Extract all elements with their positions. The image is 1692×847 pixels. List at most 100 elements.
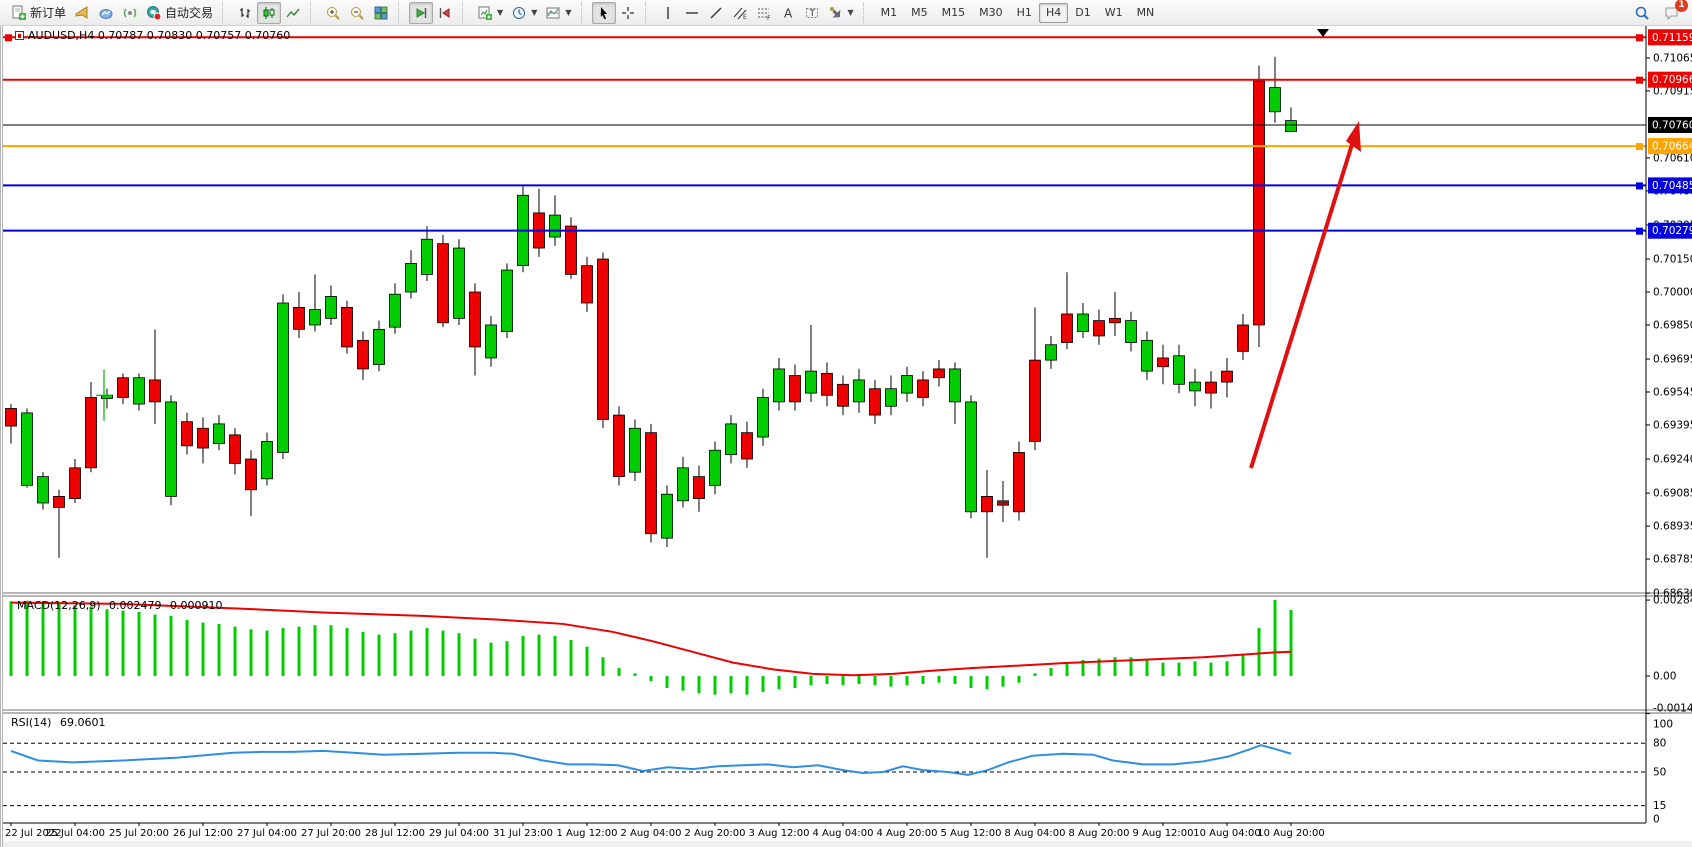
timeframe-h4-button[interactable]: H4 xyxy=(1038,2,1069,23)
macd-signal-line xyxy=(10,601,1292,677)
template-chart-button[interactable]: ▼ xyxy=(541,2,575,24)
macd-bar xyxy=(1241,654,1245,676)
timeframe-h1-button[interactable]: H1 xyxy=(1016,5,1032,19)
candle-body xyxy=(693,476,705,499)
candle-body xyxy=(837,383,849,407)
macd-bar xyxy=(745,676,749,695)
macd-bar xyxy=(809,676,813,686)
hline-handle-resistance-upper[interactable] xyxy=(1636,34,1643,42)
channel-button[interactable]: E xyxy=(728,2,752,24)
timeframe-m1-button[interactable]: M1 xyxy=(880,5,898,19)
candle-body xyxy=(21,412,33,486)
candle-body xyxy=(341,306,353,348)
horn-button[interactable] xyxy=(70,2,94,24)
vline-button[interactable] xyxy=(656,2,680,24)
time-tick-label: 25 Jul 20:00 xyxy=(109,828,169,839)
autotrading-icon xyxy=(146,5,162,21)
fibonacci-button[interactable]: F xyxy=(752,2,776,24)
candlestick-button[interactable] xyxy=(257,1,282,24)
text-label-button[interactable]: T xyxy=(800,2,824,24)
time-tick-label: 27 Jul 04:00 xyxy=(237,828,297,839)
search-button[interactable] xyxy=(1630,2,1654,24)
candle-body xyxy=(469,291,481,348)
macd-bar xyxy=(41,601,45,676)
shapes-button[interactable]: ▼ xyxy=(824,2,858,24)
rsi-axis-label: 100 xyxy=(1653,719,1673,731)
candle-body xyxy=(453,247,465,319)
time-tick-label: 28 Jul 12:00 xyxy=(365,828,425,839)
timeframe-d1-button[interactable]: D1 xyxy=(1075,5,1091,19)
macd-bar xyxy=(1049,667,1053,676)
plot-area[interactable] xyxy=(3,26,1646,593)
candle-body xyxy=(725,423,737,456)
hline-handle-support-lower[interactable] xyxy=(1636,227,1643,235)
candle-body xyxy=(565,225,577,275)
tile-windows-icon xyxy=(373,5,389,21)
trend-arrow-head[interactable] xyxy=(1346,121,1361,152)
macd-bar xyxy=(761,676,765,693)
hline-handle-resistance-upper[interactable] xyxy=(5,34,12,42)
price-tick-label: 0.68785 xyxy=(1653,554,1692,566)
line-chart-button[interactable] xyxy=(281,2,305,24)
hline-handle-support-upper[interactable] xyxy=(1636,182,1643,190)
hline-handle-resistance-lower[interactable] xyxy=(1636,76,1643,84)
cursor-button[interactable] xyxy=(591,1,616,24)
candle-body xyxy=(421,238,433,275)
window-bottom-strip xyxy=(3,841,1692,847)
macd-bar xyxy=(9,601,13,676)
timeframe-m5-button[interactable]: M5 xyxy=(911,5,928,19)
hline-button[interactable] xyxy=(680,2,704,24)
notifications-button[interactable]: 1 xyxy=(1660,0,1688,24)
hline-icon xyxy=(684,5,700,21)
macd-bar xyxy=(217,623,221,676)
rsi-axis-label: 50 xyxy=(1653,767,1666,779)
new-order-button[interactable]: 新订单 xyxy=(7,2,70,24)
chart-shift-icon xyxy=(437,5,453,21)
auto-scroll-button[interactable] xyxy=(409,1,434,24)
macd-bar xyxy=(1001,676,1005,687)
chart-shift-button[interactable] xyxy=(433,2,457,24)
trendline-button[interactable] xyxy=(704,2,728,24)
candle-body xyxy=(901,375,913,394)
period-clock-button[interactable]: ▼ xyxy=(507,2,541,24)
candle-body xyxy=(933,368,945,379)
svg-text:A: A xyxy=(784,6,793,20)
tile-windows-button[interactable] xyxy=(369,2,393,24)
signal-button[interactable] xyxy=(118,2,142,24)
cloud-chart-button[interactable] xyxy=(94,2,118,24)
candle-body xyxy=(1221,370,1233,383)
zoom-out-button[interactable] xyxy=(345,2,369,24)
triangle-marker-icon[interactable] xyxy=(1317,29,1329,37)
macd-bar xyxy=(137,611,141,676)
macd-bar xyxy=(1113,657,1117,676)
macd-bar xyxy=(617,667,621,676)
zoom-in-button[interactable] xyxy=(321,2,345,24)
timeframe-m30-button[interactable]: M30 xyxy=(979,5,1003,19)
candle-body xyxy=(741,432,753,460)
autotrading-button[interactable]: 自动交易 xyxy=(142,2,217,24)
trend-arrow[interactable] xyxy=(1249,137,1356,469)
bar-chart-button[interactable] xyxy=(233,2,257,24)
crosshair-icon xyxy=(620,5,636,21)
timeframe-w1-button[interactable]: W1 xyxy=(1104,5,1123,19)
time-tick-label: 4 Aug 04:00 xyxy=(812,828,873,839)
horn-icon xyxy=(74,5,90,21)
chart-window[interactable]: 0.710650.709150.706100.704600.703050.701… xyxy=(0,26,1692,847)
text-button[interactable]: A xyxy=(776,2,800,24)
timeframe-m15-button[interactable]: M15 xyxy=(941,5,966,19)
crosshair-button[interactable] xyxy=(616,2,640,24)
timeframe-mn-button[interactable]: MN xyxy=(1136,5,1155,19)
candle-body xyxy=(5,408,17,427)
price-badge-support-lower xyxy=(1648,222,1692,239)
candle-body xyxy=(965,401,977,513)
hline-handle-pivot-orange[interactable] xyxy=(1636,143,1643,151)
price-badge-label: 0.71159 xyxy=(1652,32,1692,44)
macd-bar xyxy=(233,626,237,676)
time-tick-label: 22 Jul 2022 xyxy=(5,828,62,839)
macd-bar xyxy=(1097,658,1101,676)
macd-bar xyxy=(825,676,829,685)
macd-bar xyxy=(777,676,781,690)
chart-canvas[interactable]: 0.710650.709150.706100.704600.703050.701… xyxy=(3,26,1692,847)
new-order-icon xyxy=(11,5,27,21)
new-chart-button[interactable]: ▼ xyxy=(473,2,507,24)
